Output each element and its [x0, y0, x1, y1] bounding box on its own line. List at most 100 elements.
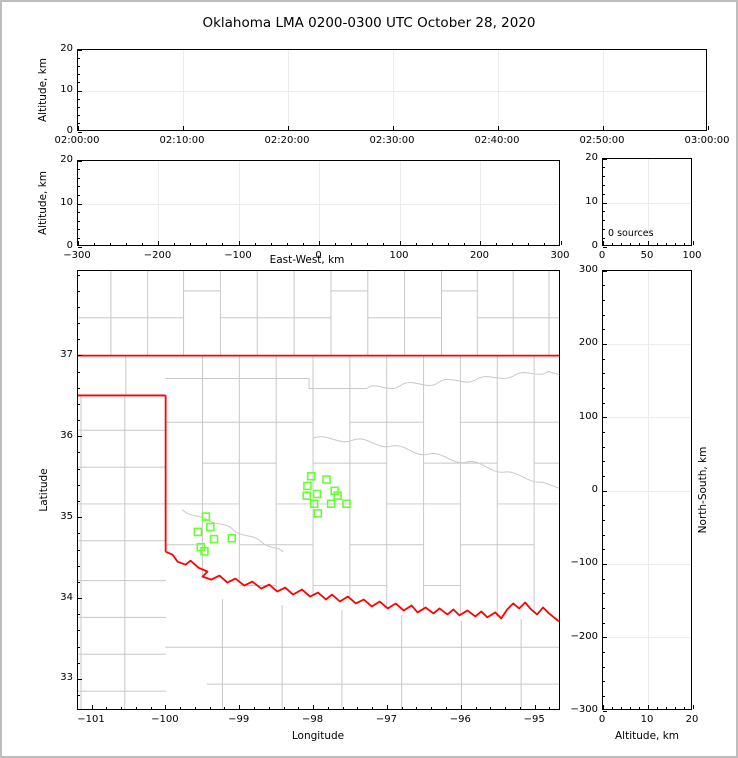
x-major-tick — [560, 241, 562, 245]
y-minor-tick — [78, 420, 80, 422]
plan-view-map-panel — [77, 270, 560, 710]
map-ylabel: Latitude — [38, 468, 50, 512]
x-major-tick — [165, 705, 167, 709]
x-tick-label: 20 — [685, 714, 699, 725]
x-tick-label: −200 — [143, 250, 172, 261]
y-tick-label: 33 — [60, 672, 73, 684]
x-minor-tick — [327, 707, 329, 709]
x-minor-tick — [401, 707, 403, 709]
x-minor-tick — [224, 707, 226, 709]
y-minor-tick — [603, 402, 605, 404]
x-tick-label: 02:20:00 — [264, 135, 310, 146]
x-minor-tick — [206, 243, 208, 245]
x-tick-label: −96 — [449, 714, 471, 725]
x-tick-label: −95 — [523, 714, 545, 725]
y-tick-label: 37 — [60, 348, 73, 360]
y-minor-tick — [78, 115, 80, 117]
y-minor-tick — [78, 177, 80, 179]
x-minor-tick — [496, 243, 498, 245]
x-major-tick — [480, 241, 481, 245]
x-minor-tick — [106, 707, 108, 709]
lma-station-markers — [193, 471, 351, 556]
y-minor-tick — [603, 681, 605, 683]
y-minor-tick — [78, 274, 80, 276]
y-minor-tick — [78, 614, 80, 616]
y-minor-tick — [78, 82, 80, 84]
grid-line-vertical — [399, 161, 401, 245]
y-major-tick — [603, 490, 607, 492]
x-minor-tick — [611, 243, 613, 245]
y-minor-tick — [78, 106, 80, 108]
lma-station-marker — [200, 546, 209, 556]
state-border-red-river — [165, 550, 559, 623]
x-tick-label: 10 — [640, 714, 654, 725]
y-tick-label: 0 — [66, 125, 73, 136]
x-major-tick — [91, 705, 93, 709]
x-minor-tick — [222, 243, 224, 245]
y-minor-tick — [78, 533, 80, 535]
x-minor-tick — [254, 243, 256, 245]
y-minor-tick — [603, 578, 605, 580]
y-minor-tick — [78, 695, 80, 697]
x-minor-tick — [683, 243, 685, 245]
x-tick-label: −98 — [302, 714, 324, 725]
y-minor-tick — [78, 339, 80, 341]
x-minor-tick — [512, 243, 514, 245]
x-minor-tick — [611, 707, 613, 709]
y-minor-tick — [603, 622, 605, 624]
y-minor-tick — [78, 237, 80, 239]
x-major-tick — [182, 126, 184, 130]
y-minor-tick — [78, 403, 80, 405]
y-major-tick — [603, 270, 607, 272]
y-minor-tick — [603, 220, 605, 222]
y-tick-label: 0 — [591, 240, 598, 251]
x-minor-tick — [351, 243, 353, 245]
x-tick-label: 50 — [640, 250, 654, 261]
lma-station-marker — [313, 509, 323, 518]
oklahoma-map — [78, 271, 559, 709]
grid-line-vertical — [392, 50, 394, 130]
y-major-tick — [78, 436, 82, 438]
x-minor-tick — [254, 707, 255, 709]
lma-station-marker — [333, 491, 342, 500]
y-major-tick — [78, 598, 82, 600]
y-minor-tick — [603, 184, 605, 186]
lma-station-marker — [206, 522, 215, 532]
x-major-tick — [77, 126, 79, 130]
grid-line-vertical — [158, 161, 159, 245]
y-minor-tick — [603, 358, 605, 360]
lma-station-marker — [302, 491, 312, 500]
y-minor-tick — [78, 229, 80, 231]
x-minor-tick — [528, 243, 530, 245]
y-minor-tick — [603, 193, 605, 195]
x-tick-label: −100 — [224, 250, 252, 261]
lma-station-marker — [201, 512, 211, 521]
x-minor-tick — [544, 243, 546, 245]
x-minor-tick — [302, 243, 304, 245]
y-tick-label: 10 — [585, 196, 598, 207]
x-minor-tick — [519, 707, 521, 709]
x-minor-tick — [463, 243, 465, 245]
lma-station-marker — [309, 499, 319, 509]
y-minor-tick — [603, 593, 605, 595]
y-tick-label: 20 — [585, 152, 598, 163]
ew-height-xlabel: East-West, km — [269, 254, 345, 266]
x-major-tick — [534, 705, 536, 709]
grid-line-vertical — [287, 50, 289, 130]
x-major-tick — [602, 126, 604, 130]
x-tick-label: 02:10:00 — [159, 135, 205, 146]
x-major-tick — [287, 126, 289, 130]
x-tick-label: 0 — [598, 714, 606, 725]
y-minor-tick — [603, 431, 605, 433]
y-minor-tick — [603, 534, 605, 536]
lma-station-marker — [193, 527, 203, 537]
y-minor-tick — [603, 475, 605, 477]
figure-title: Oklahoma LMA 0200-0300 UTC October 28, 2… — [202, 15, 536, 31]
x-major-tick — [238, 241, 240, 245]
x-minor-tick — [665, 243, 667, 245]
x-tick-label: −100 — [151, 714, 179, 725]
y-major-tick — [603, 343, 607, 345]
y-tick-label: 0 — [591, 484, 598, 495]
y-major-tick — [603, 563, 607, 565]
x-major-tick — [392, 126, 394, 130]
